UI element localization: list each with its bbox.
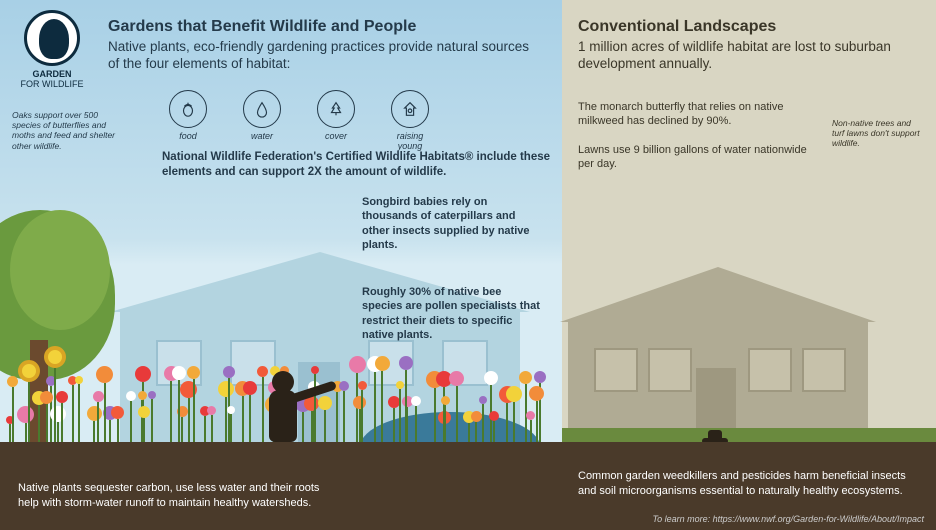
house-conventional [568, 252, 868, 442]
nwf-logo: GARDEN FOR WILDLIFE [12, 10, 92, 90]
house-window [748, 348, 792, 392]
water-icon [243, 90, 281, 128]
house-roof [560, 267, 876, 322]
logo-line2: FOR WILDLIFE [12, 80, 92, 90]
right-title: Conventional Landscapes [578, 18, 918, 36]
logo-animal-silhouette [39, 19, 69, 59]
gardener-silhouette [272, 371, 297, 442]
flower [187, 366, 200, 452]
tree-icon [317, 90, 355, 128]
oaks-footnote: Oaks support over 500 species of butterf… [12, 110, 122, 151]
element-label: food [162, 131, 214, 141]
hat-top [708, 430, 722, 440]
learn-more-link: To learn more: https://www.nwf.org/Garde… [652, 514, 924, 524]
sunflower [18, 360, 40, 452]
flower [449, 371, 464, 452]
element-cover: cover [310, 90, 362, 151]
birdhouse-icon [391, 90, 429, 128]
right-header: Conventional Landscapes 1 million acres … [578, 18, 918, 73]
element-raising-young: raising young [384, 90, 436, 151]
sunflower [44, 346, 66, 452]
monarch-fact: The monarch butterfly that relies on nat… [578, 100, 798, 129]
house-window [594, 348, 638, 392]
logo-circle [24, 10, 80, 66]
element-water: water [236, 90, 288, 151]
house-window [802, 348, 846, 392]
infographic: GARDEN FOR WILDLIFE Gardens that Benefit… [0, 0, 936, 530]
food-icon [169, 90, 207, 128]
left-header: Gardens that Benefit Wildlife and People… [108, 18, 538, 73]
cert-habitat-text: National Wildlife Federation's Certified… [162, 150, 552, 180]
element-food: food [162, 90, 214, 151]
element-label: cover [310, 131, 362, 141]
left-subtitle: Native plants, eco-friendly gardening pr… [108, 39, 538, 73]
element-label: raising young [384, 131, 436, 151]
bees-fact: Roughly 30% of native bee species are po… [362, 285, 542, 342]
logo-text: GARDEN FOR WILDLIFE [12, 70, 92, 90]
habitat-elements-row: food water cover raising young [162, 90, 436, 151]
flower [375, 356, 390, 452]
right-subtitle: 1 million acres of wildlife habitat are … [578, 39, 918, 73]
nonnative-footnote: Non-native trees and turf lawns don't su… [832, 118, 922, 149]
soil-text-right: Common garden weedkillers and pesticides… [578, 469, 918, 498]
songbird-fact: Songbird babies rely on thousands of cat… [362, 195, 542, 252]
house-window [648, 348, 692, 392]
soil-text-left: Native plants sequester carbon, use less… [18, 481, 338, 510]
element-label: water [236, 131, 288, 141]
tree-crown [10, 210, 110, 330]
lawns-water-fact: Lawns use 9 billion gallons of water nat… [578, 143, 818, 172]
flower [75, 376, 83, 452]
left-title: Gardens that Benefit Wildlife and People [108, 18, 538, 36]
